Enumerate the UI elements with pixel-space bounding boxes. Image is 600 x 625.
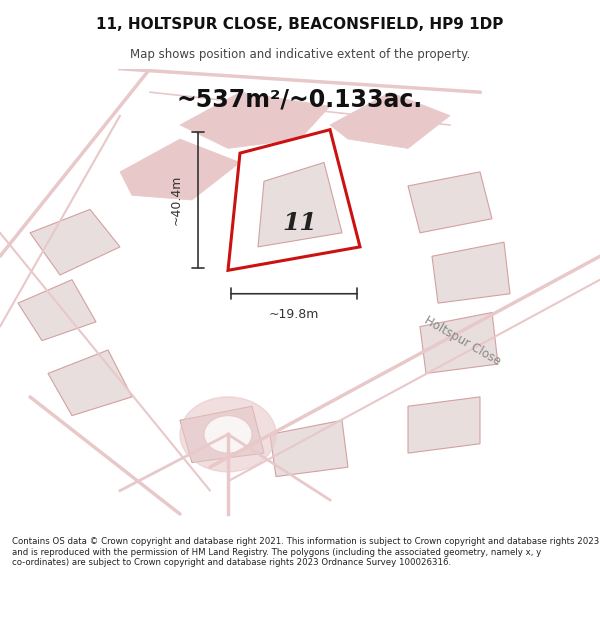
Polygon shape [420, 312, 498, 373]
Text: ~40.4m: ~40.4m [170, 175, 183, 225]
Text: ~537m²/~0.133ac.: ~537m²/~0.133ac. [177, 88, 423, 111]
Polygon shape [270, 420, 348, 476]
Text: Map shows position and indicative extent of the property.: Map shows position and indicative extent… [130, 48, 470, 61]
Polygon shape [180, 406, 264, 462]
Polygon shape [408, 397, 480, 453]
Polygon shape [228, 129, 360, 270]
Polygon shape [408, 172, 492, 232]
Polygon shape [330, 92, 450, 148]
Polygon shape [18, 280, 96, 341]
Polygon shape [120, 139, 240, 200]
Polygon shape [432, 242, 510, 303]
Text: Holtspur Close: Holtspur Close [422, 314, 502, 368]
Polygon shape [48, 350, 132, 416]
Text: ~19.8m: ~19.8m [269, 308, 319, 321]
Text: 11: 11 [283, 211, 317, 236]
Text: Contains OS data © Crown copyright and database right 2021. This information is : Contains OS data © Crown copyright and d… [12, 538, 599, 568]
Circle shape [204, 416, 252, 453]
Polygon shape [258, 162, 342, 247]
Polygon shape [180, 92, 330, 148]
Text: 11, HOLTSPUR CLOSE, BEACONSFIELD, HP9 1DP: 11, HOLTSPUR CLOSE, BEACONSFIELD, HP9 1D… [97, 17, 503, 32]
Polygon shape [30, 209, 120, 275]
Circle shape [180, 397, 276, 472]
